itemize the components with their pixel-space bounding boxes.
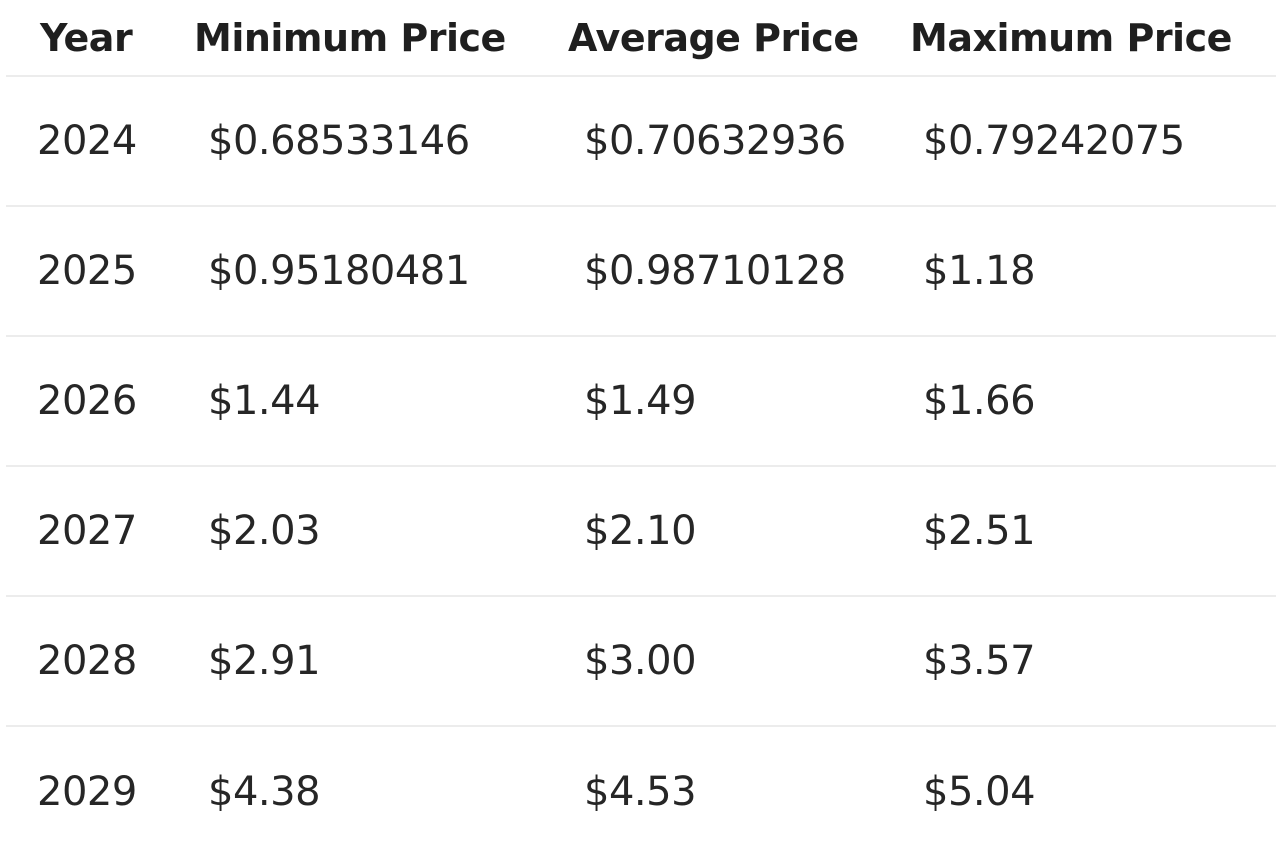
table-row: 2024 $0.68533146 $0.70632936 $0.79242075 bbox=[6, 76, 1276, 207]
cell-maximum-price: $3.57 bbox=[900, 596, 1276, 727]
table-header: Year Minimum Price Average Price Maximum… bbox=[6, 0, 1276, 77]
cell-year: 2026 bbox=[6, 336, 184, 467]
cell-year: 2025 bbox=[6, 206, 184, 337]
table-body: 2024 $0.68533146 $0.70632936 $0.79242075… bbox=[6, 76, 1276, 856]
cell-minimum-price: $4.38 bbox=[208, 768, 321, 815]
cell-maximum-price: $0.79242075 bbox=[900, 76, 1276, 207]
cell-average-price: $0.98710128 bbox=[556, 206, 900, 337]
table-row: 2029 $4.38 $4.53 $5.04 bbox=[6, 726, 1276, 856]
cell-average-price: $3.00 bbox=[556, 596, 900, 727]
cell-year: 2024 bbox=[6, 76, 184, 207]
cell-average-price: $1.49 bbox=[556, 336, 900, 467]
cell-maximum-price: $2.51 bbox=[900, 466, 1276, 597]
header-year: Year bbox=[6, 0, 184, 77]
cell-minimum-price: $0.68533146 bbox=[184, 76, 556, 207]
header-row: Year Minimum Price Average Price Maximum… bbox=[6, 0, 1276, 77]
cell-year: 2028 bbox=[6, 596, 184, 727]
cell-average-price: $4.53 bbox=[584, 768, 697, 815]
table-row: 2028 $2.91 $3.00 $3.57 bbox=[6, 596, 1276, 727]
table-row: 2025 $0.95180481 $0.98710128 $1.18 bbox=[6, 206, 1276, 337]
cell-year: 2029 bbox=[37, 768, 137, 815]
cell-minimum-price: $0.95180481 bbox=[184, 206, 556, 337]
cell-average-price: $0.70632936 bbox=[556, 76, 900, 207]
cell-minimum-price: $2.91 bbox=[184, 596, 556, 727]
cell-maximum-price: $1.18 bbox=[900, 206, 1276, 337]
cell-average-price: $2.10 bbox=[556, 466, 900, 597]
cell-year: 2027 bbox=[6, 466, 184, 597]
header-average-price: Average Price bbox=[556, 0, 900, 77]
cell-maximum-price: $5.04 bbox=[923, 768, 1036, 815]
table-row: 2026 $1.44 $1.49 $1.66 bbox=[6, 336, 1276, 467]
cell-maximum-price: $1.66 bbox=[900, 336, 1276, 467]
price-prediction-table: Year Minimum Price Average Price Maximum… bbox=[6, 0, 1276, 856]
cell-minimum-price: $2.03 bbox=[184, 466, 556, 597]
table-row: 2027 $2.03 $2.10 $2.51 bbox=[6, 466, 1276, 597]
cell-minimum-price: $1.44 bbox=[184, 336, 556, 467]
header-minimum-price: Minimum Price bbox=[184, 0, 556, 77]
header-maximum-price: Maximum Price bbox=[900, 0, 1276, 77]
